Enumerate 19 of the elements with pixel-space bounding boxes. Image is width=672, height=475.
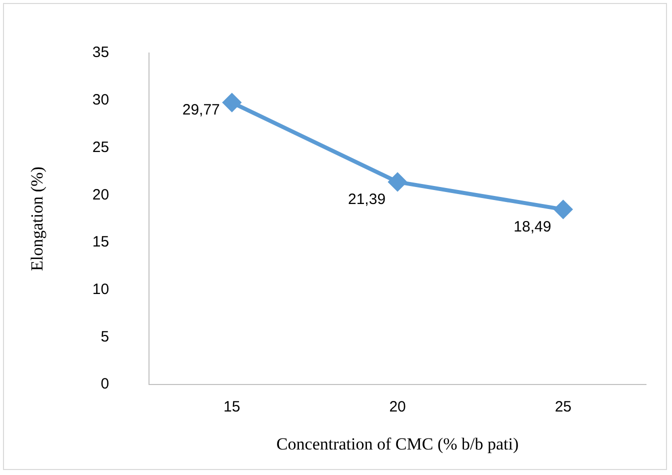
- y-tick-label: 5: [100, 328, 110, 346]
- point: [222, 94, 241, 112]
- x-tick-label: 20: [389, 398, 406, 416]
- y-axis-title: Elongation (%): [28, 166, 47, 271]
- point: [388, 172, 407, 191]
- x-axis-title: Concentration of CMC (% b/b pati): [276, 434, 519, 454]
- y-tick-label: 25: [92, 138, 110, 156]
- y-tick-label: 0: [100, 376, 110, 393]
- y-tick-label: 15: [92, 234, 110, 251]
- data-label: 21,39: [348, 191, 386, 208]
- y-tick-label: 30: [92, 92, 110, 109]
- data-label: 18,49: [514, 218, 552, 236]
- x-tick-label: 25: [554, 398, 572, 416]
- y-tick-label: 20: [92, 186, 110, 204]
- x-tick-label: 15: [224, 398, 240, 416]
- data-label: 29,77: [182, 102, 220, 119]
- y-tick-label: 35: [92, 44, 110, 62]
- point: [554, 200, 572, 218]
- y-tick-label: 10: [92, 281, 110, 298]
